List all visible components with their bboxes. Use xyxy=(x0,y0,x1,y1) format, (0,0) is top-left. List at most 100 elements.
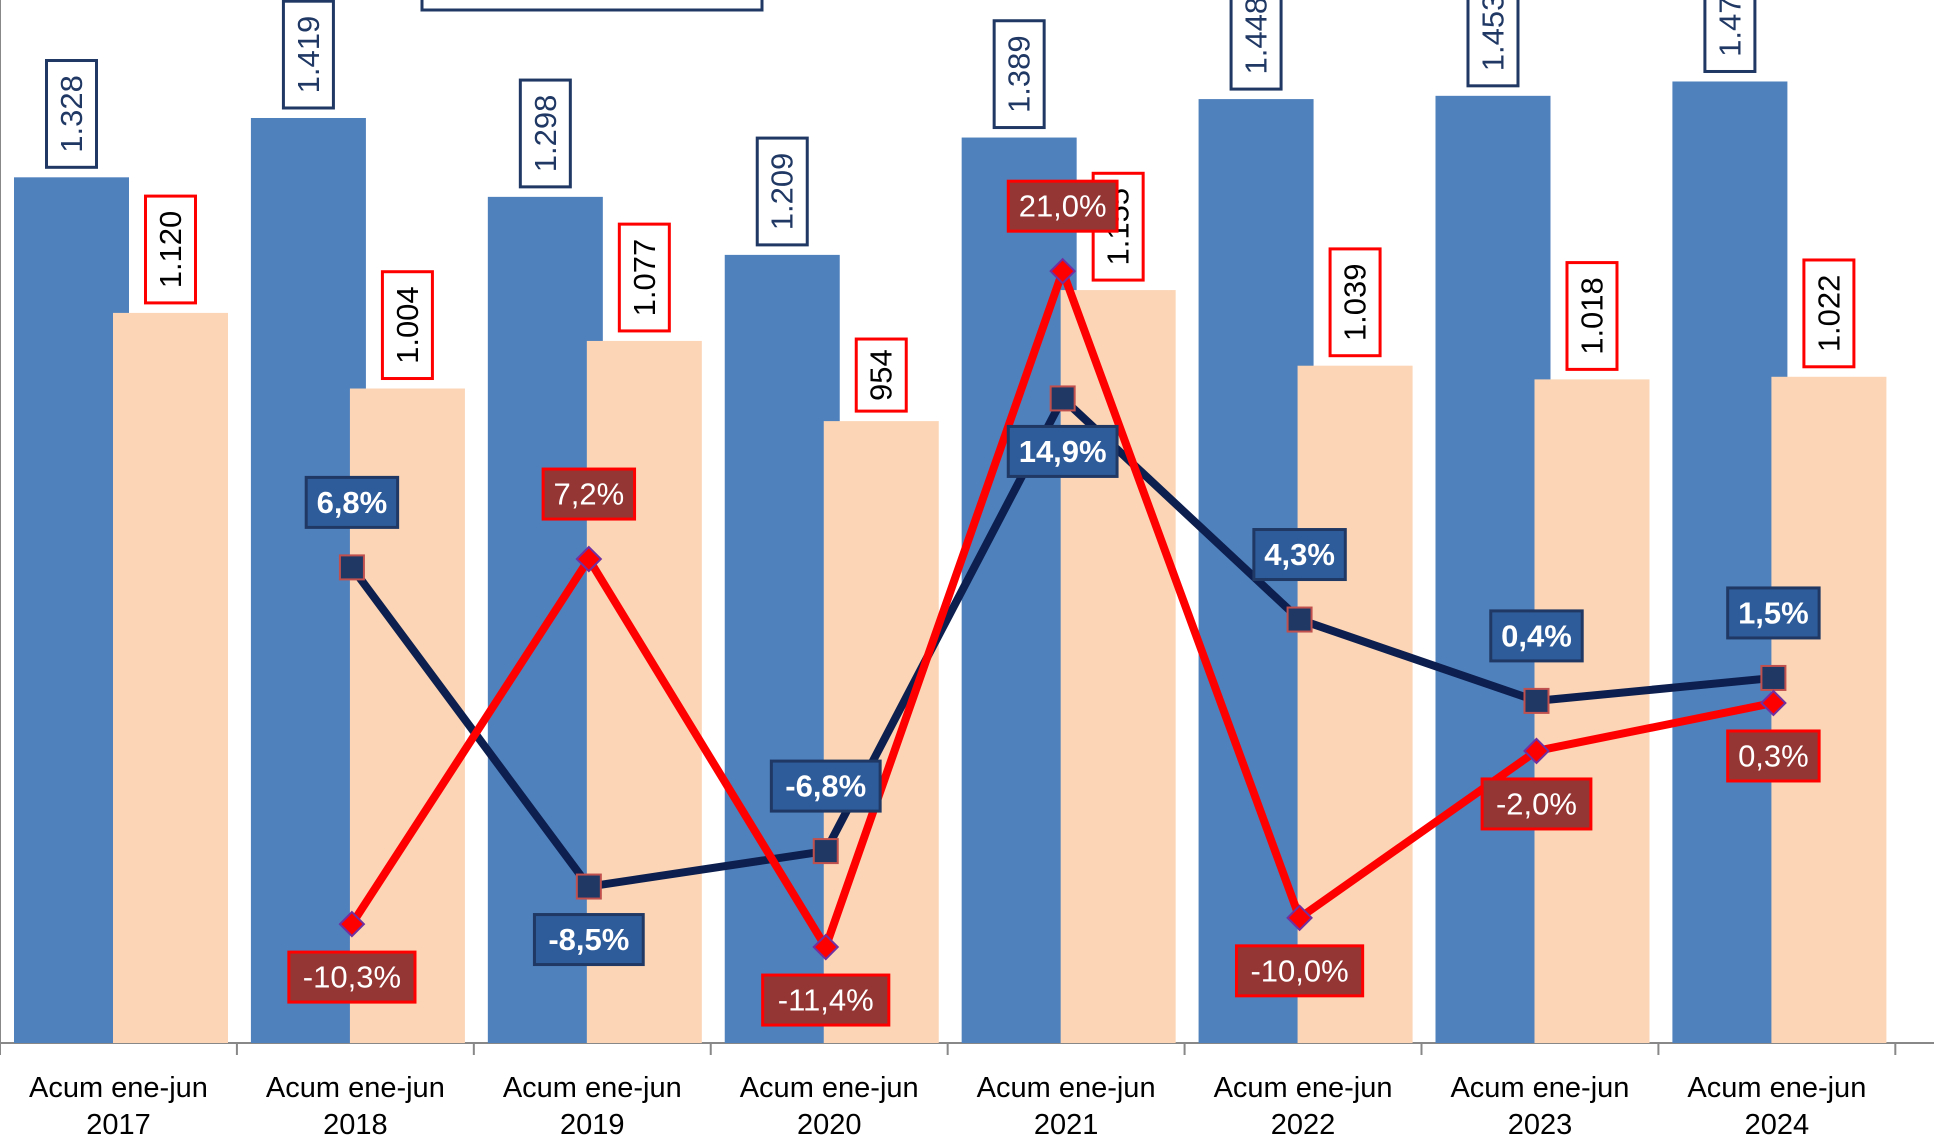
x-tick-label: Acum ene-jun xyxy=(1687,1072,1866,1104)
bar-series-2 xyxy=(823,421,939,1044)
line-series-2-label: 21,0% xyxy=(1019,189,1107,224)
bar-series-2 xyxy=(1297,365,1413,1043)
bar-value-label-box xyxy=(281,0,335,110)
bar-value-label-series-1: 1.453 xyxy=(1475,0,1510,71)
x-tick-label: 2018 xyxy=(323,1109,388,1138)
bar-value-label-series-1: 1.209 xyxy=(765,153,800,231)
x-tick-label: 2023 xyxy=(1508,1109,1573,1138)
line-series-1-label: 14,9% xyxy=(1019,434,1107,469)
x-tick-label: Acum ene-jun xyxy=(740,1072,919,1104)
bar-series-2 xyxy=(1534,379,1650,1043)
bar-value-label-series-2: 1.120 xyxy=(153,211,188,289)
bar-value-label-box xyxy=(1703,0,1757,73)
line-series-1-label: 1,5% xyxy=(1738,595,1809,630)
bar-series-2 xyxy=(113,312,228,1043)
line-series-1-marker xyxy=(338,554,365,581)
line-series-1-marker xyxy=(812,838,839,865)
bar-value-label-series-2: 1.077 xyxy=(627,239,662,317)
x-tick-label: Acum ene-jun xyxy=(1214,1072,1393,1104)
line-series-2-label-box xyxy=(1480,777,1593,831)
bar-value-label-box xyxy=(617,222,671,333)
bar-value-label-box xyxy=(518,78,572,189)
bar-value-label-box xyxy=(1328,247,1382,358)
bar-value-label-series-2: 954 xyxy=(864,349,899,401)
x-tick-label: 2021 xyxy=(1034,1109,1099,1138)
line-series-2-marker xyxy=(575,545,603,573)
line-series-1-label: 6,8% xyxy=(317,485,388,520)
x-tick-label: Acum ene-jun xyxy=(503,1072,682,1104)
bar-series-1 xyxy=(1672,81,1788,1043)
x-tick-label: 2022 xyxy=(1271,1109,1336,1138)
line-series-2-marker xyxy=(1523,737,1550,765)
bar-value-label-box xyxy=(1229,0,1283,91)
line-series-2-label-box xyxy=(1726,729,1821,783)
bar-value-label-series-1: 1.448 xyxy=(1239,0,1274,74)
line-series-2-label: 7,2% xyxy=(553,477,624,512)
x-tick-label: Acum ene-jun xyxy=(1450,1072,1629,1104)
line-series-2-label: -10,0% xyxy=(1250,953,1348,988)
line-series-1-label: 4,3% xyxy=(1264,537,1335,572)
line-series-1-label: -6,8% xyxy=(785,769,866,804)
x-tick-label: 2020 xyxy=(797,1109,862,1138)
bar-value-label-box xyxy=(144,194,197,305)
line-series-2-marker xyxy=(1286,904,1313,932)
x-tick-label: Acum ene-jun xyxy=(29,1072,208,1104)
line-series-1-label-box xyxy=(532,913,645,967)
bar-value-label-series-2: 1.039 xyxy=(1338,264,1373,342)
bar-value-label-box xyxy=(380,270,434,381)
line-series-1-marker xyxy=(1286,606,1313,633)
bar-value-label-series-1: 1.328 xyxy=(54,75,89,153)
line-series-2-label-box xyxy=(761,973,891,1027)
line-series-1-label: -8,5% xyxy=(548,922,629,957)
bar-value-label-series-1: 1.419 xyxy=(291,16,326,94)
line-series-1-label-box xyxy=(1252,528,1347,582)
line-series-1-marker xyxy=(1760,664,1787,691)
x-tick-label: 2017 xyxy=(86,1109,151,1138)
x-tick-label: 2024 xyxy=(1745,1109,1810,1138)
bar-value-label-box xyxy=(854,337,908,413)
line-series-1-label-box xyxy=(1726,586,1821,640)
line-layer: 6,8% -8,5% -6,8% 14,9% 4,3% 0,4% 1,5% -10,3% 7,2… xyxy=(287,179,1821,1027)
bar-value-label-series-1: 1.298 xyxy=(528,95,563,173)
line-series-1-label-box xyxy=(1006,424,1119,478)
bar-series-1 xyxy=(14,177,129,1043)
line-series-2-label: -2,0% xyxy=(1496,786,1577,821)
line-series-1-marker xyxy=(1049,385,1076,412)
x-tick-label: Acum ene-jun xyxy=(266,1072,445,1104)
bar-series-1 xyxy=(1435,95,1551,1043)
line-series-2-marker xyxy=(1049,257,1077,285)
x-axis-ticks: Acum ene-jun 2017 Acum ene-jun 2018 Acum ene… xyxy=(0,1043,1897,1138)
bar-series-1 xyxy=(724,254,840,1043)
line-series-2-marker xyxy=(338,910,366,938)
x-tick-label: Acum ene-jun xyxy=(977,1072,1156,1104)
bar-series-2 xyxy=(1060,290,1176,1044)
line-series-2-label: -10,3% xyxy=(303,960,401,995)
bar-value-label-series-1: 1.389 xyxy=(1002,35,1037,113)
line-series-1-label-box xyxy=(1489,609,1584,663)
bar-value-label-series-2: 1.018 xyxy=(1574,277,1609,355)
bar-value-label-box xyxy=(45,59,98,169)
bar-value-label-box xyxy=(992,19,1046,130)
line-series-2-label: 0,3% xyxy=(1738,738,1809,773)
bar-value-label-series-2: 1.022 xyxy=(1811,275,1846,353)
line-series-2-label-box xyxy=(1006,179,1119,233)
line-series-2-label-box xyxy=(287,950,417,1004)
line-series-2-marker xyxy=(1759,689,1787,717)
bar-value-label-box xyxy=(1802,258,1856,369)
line-series-1-label: 0,4% xyxy=(1501,618,1572,653)
bar-value-label-series-1: 1.475 xyxy=(1712,0,1747,57)
bar-series-2 xyxy=(1771,376,1887,1043)
line-series-2-label-box xyxy=(1234,944,1365,998)
line-series-1-marker xyxy=(575,873,602,900)
line-series-1-label-box xyxy=(769,759,882,813)
bar-value-label-box xyxy=(1466,0,1520,88)
legend-box xyxy=(420,0,764,12)
line-series-1-marker xyxy=(1523,687,1550,714)
line-series-2-label: -11,4% xyxy=(778,983,874,1018)
bar-series-1 xyxy=(250,117,366,1043)
bar-layer: 1.328 1.120 1.419 1.004 1.298 1.077 1.209 954 1.… xyxy=(14,0,1887,1044)
line-series-2-label-box xyxy=(541,467,637,521)
line-series-2-marker xyxy=(812,933,840,961)
bar-value-label-series-2: 1.004 xyxy=(390,286,425,364)
line-series-1-label-box xyxy=(304,475,400,529)
